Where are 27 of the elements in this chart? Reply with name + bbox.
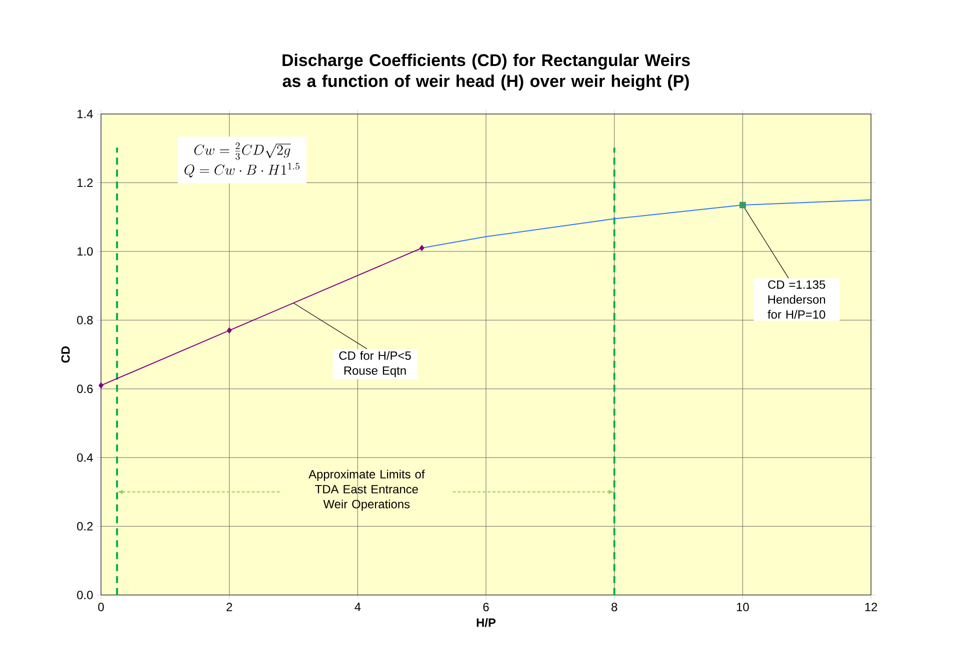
annotation: CD for H/P<5 Rouse Eqtn: [339, 351, 411, 378]
chart-title: Discharge Coefficients (CD) for Rectangular Weirs as a function of weir head (H) over weir height (P): [282, 54, 690, 90]
point: [98, 382, 104, 388]
x-tick-label: 2: [226, 602, 232, 612]
y-tick-label: 1.0: [78, 247, 93, 256]
annotation: $Q = Cw \cdot B \cdot H1^{1.5}$: [184, 162, 300, 178]
y-tick-label: 0.4: [77, 453, 93, 462]
x-tick-label: 10: [736, 602, 749, 612]
y-axis-title: CD: [61, 346, 70, 363]
y-tick-label: 1.4: [78, 110, 93, 118]
annotation: $Cw = \frac{2}{3}CD\sqrt{2g}$: [194, 142, 291, 160]
point: [739, 202, 746, 208]
x-tick-label: 8: [612, 602, 618, 612]
x-axis-title: H/P: [476, 618, 496, 627]
y-tick-label: 1.2: [78, 178, 93, 187]
x-tick-label: 12: [865, 602, 878, 612]
point: [419, 245, 424, 251]
annotation: Approximate Limits of TDA East Entrance Weir Operations: [308, 470, 425, 511]
annotation: CD =1.135 Henderson for H/P=10: [768, 280, 826, 319]
y-tick-label: 0.6: [77, 384, 93, 394]
y-tick-label: 0.2: [77, 522, 93, 531]
x-tick-label: 4: [354, 602, 361, 611]
y-tick-label: 0.0: [77, 590, 93, 600]
x-tick-label: 6: [483, 602, 489, 612]
y-tick-label: 0.8: [77, 316, 93, 324]
point: [226, 327, 232, 334]
x-tick-label: 0: [98, 602, 104, 612]
